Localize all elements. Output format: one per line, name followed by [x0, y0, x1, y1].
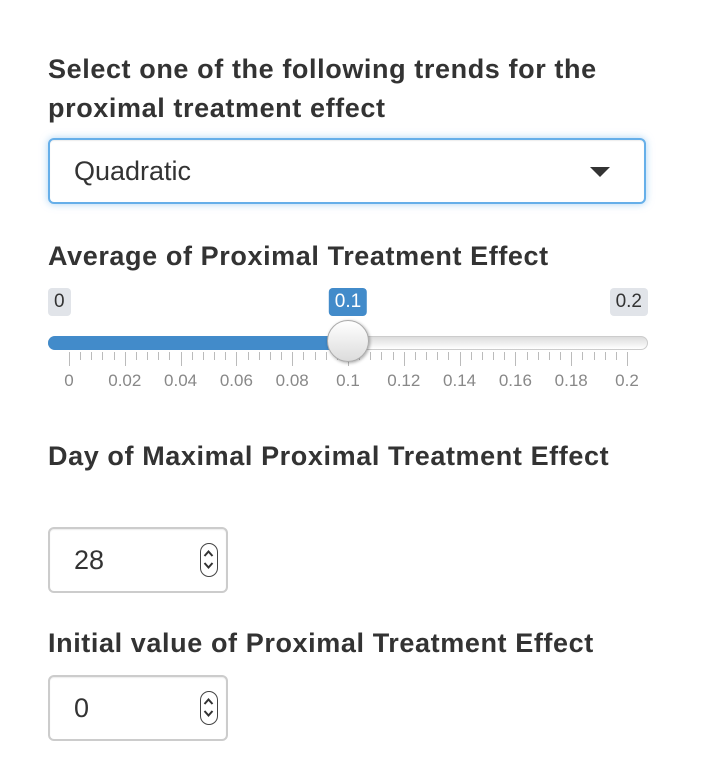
slider-minor-tick [560, 352, 562, 360]
slider-minor-tick [225, 352, 227, 360]
slider-tick-label: 0 [64, 371, 74, 390]
slider-minor-tick [548, 352, 550, 360]
number-spinner-icon[interactable] [200, 543, 218, 577]
slider-minor-tick [202, 352, 204, 360]
slider-minor-tick [437, 352, 439, 360]
max-day-label: Day of Maximal Proximal Treatment Effect [48, 441, 610, 471]
trend-select-value: Quadratic [74, 156, 192, 186]
average-slider-label: Average of Proximal Treatment Effect [48, 241, 549, 271]
trend-select-label: Select one of the following trends for t… [48, 54, 597, 123]
max-day-input[interactable]: 28 [48, 527, 228, 593]
slider-minor-tick [303, 352, 305, 360]
slider-minor-tick [470, 352, 472, 360]
slider-minor-tick [169, 352, 171, 360]
slider-minor-tick [258, 352, 260, 360]
slider-minor-tick [314, 352, 316, 360]
initial-value-value: 0 [74, 693, 90, 723]
slider-major-tick [236, 352, 238, 366]
slider-minor-tick [604, 352, 606, 360]
slider-minor-tick [80, 352, 82, 360]
slider-value-label: 0.1 [328, 288, 368, 316]
slider-major-tick [69, 352, 70, 366]
slider-minor-tick [147, 352, 149, 360]
slider-major-tick [403, 352, 405, 366]
slider-minor-tick [448, 352, 450, 360]
slider-tick-label: 0.04 [164, 371, 198, 390]
slider-minor-tick [504, 352, 506, 360]
slider-minor-tick [370, 352, 372, 360]
slider-minor-tick [593, 352, 595, 360]
slider-tick-label: 0.02 [108, 371, 142, 390]
slider-minor-tick [582, 352, 584, 360]
slider-tick-label: 0.06 [219, 371, 253, 390]
caret-down-icon[interactable] [590, 167, 610, 177]
initial-value-label: Initial value of Proximal Treatment Effe… [48, 628, 594, 658]
slider-minor-tick [381, 352, 383, 360]
initial-value-input[interactable]: 0 [48, 675, 228, 741]
slider-tick-label: 0.08 [275, 371, 309, 390]
slider-minor-tick [135, 352, 137, 360]
slider-minor-tick [269, 352, 271, 360]
slider-tick-label: 0.1 [336, 371, 360, 390]
slider-tick-label: 0.14 [443, 371, 477, 390]
slider-minor-tick [325, 352, 327, 360]
slider-major-tick [180, 352, 182, 366]
number-spinner-icon[interactable] [200, 691, 218, 725]
slider-min-label: 0 [48, 288, 71, 316]
slider-minor-tick [392, 352, 394, 360]
slider-minor-tick [214, 352, 216, 360]
slider-major-tick [515, 352, 517, 366]
slider-tick-label: 0.16 [498, 371, 532, 390]
slider-minor-tick [158, 352, 160, 360]
slider-minor-tick [281, 352, 283, 360]
slider-tick-label: 0.12 [387, 371, 421, 390]
slider-tick-label: 0.2 [615, 371, 639, 390]
slider-minor-tick [615, 352, 617, 360]
max-day-value: 28 [74, 545, 105, 575]
slider-minor-tick [493, 352, 495, 360]
slider-max-label: 0.2 [609, 288, 648, 316]
slider-minor-tick [102, 352, 104, 360]
slider-minor-tick [537, 352, 539, 360]
slider-minor-tick [526, 352, 528, 360]
slider-major-tick [571, 352, 573, 366]
trend-select[interactable]: Quadratic [48, 138, 646, 204]
slider-minor-tick [414, 352, 416, 360]
slider-handle[interactable] [327, 320, 369, 362]
slider-minor-tick [91, 352, 93, 360]
slider-tick-label: 0.18 [554, 371, 588, 390]
average-slider[interactable]: 0 0.2 0.1 0 0.02 0.04 0.06 0.08 0.1 0.12 0.14 0.… [48, 286, 648, 406]
slider-major-tick [627, 352, 628, 366]
slider-minor-tick [113, 352, 115, 360]
slider-major-tick [124, 352, 126, 366]
slider-major-tick [292, 352, 294, 366]
slider-track-fill [48, 336, 348, 350]
slider-major-tick [459, 352, 461, 366]
slider-minor-tick [481, 352, 483, 360]
slider-minor-tick [191, 352, 193, 360]
slider-minor-tick [247, 352, 249, 360]
slider-minor-tick [426, 352, 428, 360]
slider-grid: 0 0.02 0.04 0.06 0.08 0.1 0.12 0.14 0.16 0.18 0.2 [48, 352, 648, 392]
